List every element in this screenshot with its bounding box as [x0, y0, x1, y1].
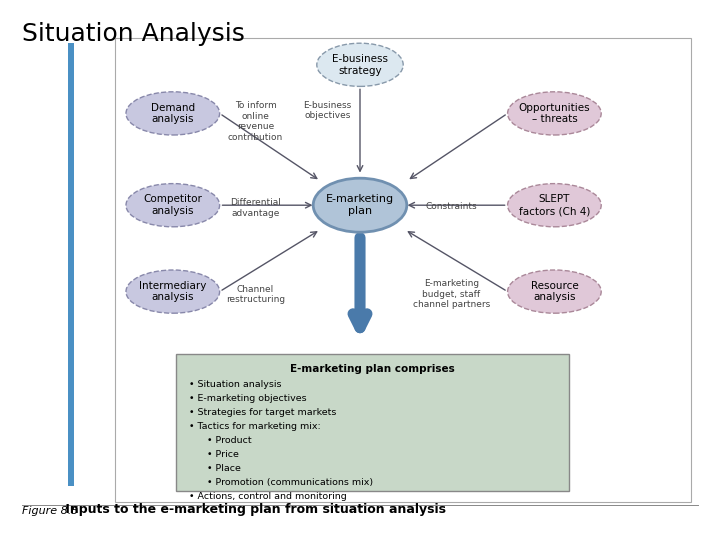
FancyBboxPatch shape	[115, 38, 691, 502]
Text: • Place: • Place	[189, 464, 241, 473]
Text: E-business
objectives: E-business objectives	[303, 101, 352, 120]
Text: E-business
strategy: E-business strategy	[332, 54, 388, 76]
FancyBboxPatch shape	[68, 43, 74, 486]
Text: Demand
analysis: Demand analysis	[150, 103, 195, 124]
Text: Opportunities
– threats: Opportunities – threats	[518, 103, 590, 124]
Text: • E-marketing objectives: • E-marketing objectives	[189, 394, 307, 403]
Text: Intermediary
analysis: Intermediary analysis	[139, 281, 207, 302]
Text: • Price: • Price	[189, 450, 239, 459]
Ellipse shape	[313, 178, 407, 232]
Text: Situation Analysis: Situation Analysis	[22, 22, 245, 45]
Text: Channel
restructuring: Channel restructuring	[226, 285, 285, 304]
Text: E-marketing
budget, staff
channel partners: E-marketing budget, staff channel partne…	[413, 279, 490, 309]
Text: • Situation analysis: • Situation analysis	[189, 380, 282, 389]
Text: • Promotion (communications mix): • Promotion (communications mix)	[189, 478, 374, 487]
Ellipse shape	[508, 92, 601, 135]
Text: Competitor
analysis: Competitor analysis	[143, 194, 202, 216]
FancyBboxPatch shape	[176, 354, 569, 491]
Text: To inform
online
revenue
contribution: To inform online revenue contribution	[228, 102, 283, 141]
Ellipse shape	[126, 92, 220, 135]
Ellipse shape	[508, 184, 601, 227]
Ellipse shape	[508, 270, 601, 313]
Text: • Strategies for target markets: • Strategies for target markets	[189, 408, 337, 417]
Text: • Product: • Product	[189, 436, 252, 445]
Text: Constraints: Constraints	[426, 202, 477, 211]
Ellipse shape	[317, 43, 403, 86]
Ellipse shape	[126, 270, 220, 313]
Text: • Actions, control and monitoring: • Actions, control and monitoring	[189, 492, 347, 501]
Ellipse shape	[126, 184, 220, 227]
Text: SLEPT
factors (Ch 4): SLEPT factors (Ch 4)	[518, 194, 590, 216]
Text: • Tactics for marketing mix:: • Tactics for marketing mix:	[189, 422, 321, 431]
Text: E-marketing plan comprises: E-marketing plan comprises	[290, 364, 455, 375]
Text: E-marketing
plan: E-marketing plan	[326, 194, 394, 216]
Text: Inputs to the e-marketing plan from situation analysis: Inputs to the e-marketing plan from situ…	[61, 503, 446, 516]
Text: Figure 8.5: Figure 8.5	[22, 505, 78, 516]
Text: Differential
advantage: Differential advantage	[230, 198, 281, 218]
Text: Resource
analysis: Resource analysis	[531, 281, 578, 302]
